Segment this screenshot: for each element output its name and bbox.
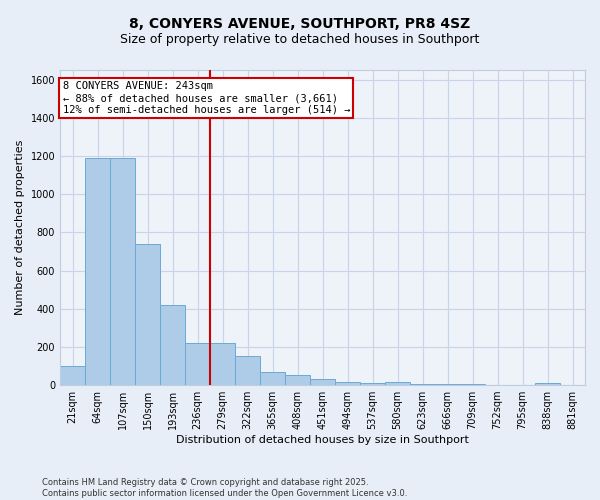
Bar (335, 382, 360, 385)
Bar (85, 158, 110, 385)
Bar (535, 383, 560, 385)
Bar (260, 372, 285, 385)
Bar (110, 158, 135, 385)
Bar (410, 384, 435, 385)
Text: Contains HM Land Registry data © Crown copyright and database right 2025.
Contai: Contains HM Land Registry data © Crown c… (42, 478, 407, 498)
Bar (385, 382, 410, 385)
X-axis label: Distribution of detached houses by size in Southport: Distribution of detached houses by size … (176, 435, 469, 445)
Bar (135, 244, 160, 385)
Bar (435, 384, 460, 385)
Y-axis label: Number of detached properties: Number of detached properties (15, 140, 25, 315)
Bar (60, 366, 85, 385)
Bar (460, 384, 485, 385)
Text: 8, CONYERS AVENUE, SOUTHPORT, PR8 4SZ: 8, CONYERS AVENUE, SOUTHPORT, PR8 4SZ (130, 18, 470, 32)
Bar (285, 374, 310, 385)
Bar (360, 383, 385, 385)
Bar (210, 343, 235, 385)
Text: 8 CONYERS AVENUE: 243sqm
← 88% of detached houses are smaller (3,661)
12% of sem: 8 CONYERS AVENUE: 243sqm ← 88% of detach… (62, 82, 350, 114)
Bar (235, 356, 260, 385)
Bar (310, 380, 335, 385)
Bar (160, 305, 185, 385)
Text: Size of property relative to detached houses in Southport: Size of property relative to detached ho… (121, 32, 479, 46)
Bar (185, 343, 210, 385)
